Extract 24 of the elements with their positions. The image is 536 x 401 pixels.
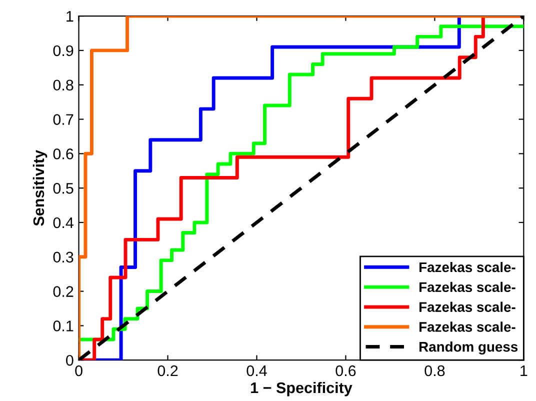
legend-label: Fazekas scale-	[419, 302, 516, 312]
y-tick-label: 0.4	[53, 217, 74, 228]
y-tick-label: 0.9	[53, 45, 74, 56]
x-axis-title: 1 − Specificity	[251, 382, 352, 396]
y-tick-label: 0	[66, 354, 74, 366]
x-tick-label: 0.4	[246, 365, 267, 376]
x-tick-label: 0.6	[336, 365, 356, 376]
y-tick-label: 0.1	[53, 320, 74, 332]
legend-label: Fazekas scale-	[419, 282, 516, 292]
y-tick-label: 0.5	[53, 182, 74, 194]
x-tick-label: 0.8	[424, 365, 445, 376]
y-tick-label: 0.6	[53, 148, 74, 160]
x-tick-label: 0	[75, 365, 82, 376]
y-tick-label: 0.3	[53, 252, 74, 263]
y-tick-label: 1	[66, 11, 74, 22]
y-tick-label: 0.2	[53, 286, 74, 297]
y-axis-title: Sensitivity	[32, 150, 48, 226]
x-tick-label: 1	[520, 366, 528, 376]
y-tick-label: 0.7	[53, 114, 74, 125]
legend-label: Fazekas scale-	[419, 262, 516, 272]
y-tick-label: 0.8	[53, 80, 74, 91]
legend-label: Fazekas scale-	[419, 322, 516, 332]
legend-label: Random guess	[419, 342, 518, 355]
x-tick-label: 0.2	[158, 365, 178, 376]
